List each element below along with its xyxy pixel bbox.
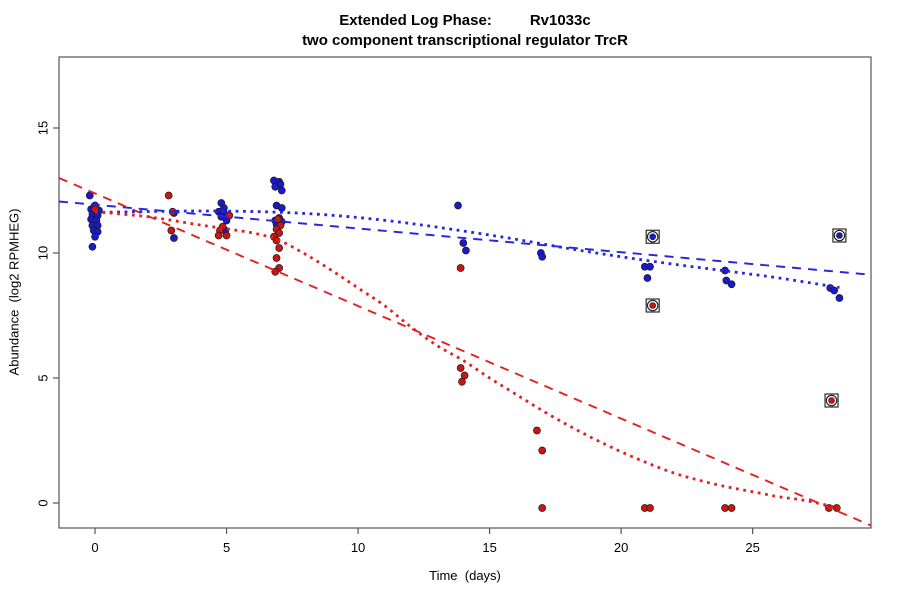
red-point [727,504,736,512]
outlier-circle-marker [825,394,838,407]
y-axis-label: Abundance (log2 RPMHEG) [6,208,22,376]
chart-title: Extended Log Phase: Rv1033c [59,12,871,29]
y-tick-label: 5 [36,374,51,381]
red-point [456,264,465,272]
blue-point [646,262,654,271]
red-loess-fit-curve [94,210,840,510]
blue-point [830,286,839,295]
blue-point [722,276,731,285]
chart-title-main: Extended Log Phase: [339,12,492,29]
blue-point [454,201,462,210]
outlier-circle-marker [646,231,659,243]
x-tick-label: 15 [482,540,496,555]
outlier-square-marker [645,229,660,244]
blue-point [727,280,736,289]
red-point [538,504,547,512]
x-tick-label: 5 [223,540,230,555]
outlier-square-marker [832,228,847,243]
blue-point [459,239,468,247]
chart-title-gene: Rv1033c [529,12,591,29]
x-tick-label: 20 [614,540,628,555]
outlier-circle-marker [646,299,659,312]
red-point [275,229,284,237]
outlier-center-dot [828,397,835,404]
blue-point [643,274,652,282]
red-linear-fit-line [58,177,872,527]
x-tick-label: 25 [745,540,759,555]
outlier-center-dot [836,232,843,239]
red-point [222,231,231,240]
y-tick-label: 0 [36,499,51,506]
x-tick-label: 0 [91,540,98,555]
red-point [164,191,173,200]
red-point [214,231,223,240]
blue-point [835,294,844,302]
red-point [271,267,280,276]
chart-title-block: Extended Log Phase: Rv1033c two component… [59,12,871,49]
blue-point [538,252,547,261]
blue-loess-fit-curve [95,209,840,289]
blue-point [462,246,470,255]
red-point [533,426,541,435]
red-point [458,377,466,386]
red-point [225,211,234,220]
outlier-circle-marker [833,229,846,242]
red-point [456,364,465,372]
blue-point [277,204,286,212]
outlier-square-marker [824,393,839,408]
red-point [721,504,729,512]
y-tick-label: 10 [36,246,51,260]
red-point [167,226,176,235]
outlier-square-marker [645,298,660,313]
blue-linear-fit-line [58,200,872,276]
blue-point [91,232,99,241]
red-point [275,244,284,252]
chart-subtitle: two component transcriptional regulator … [302,32,628,49]
red-point [538,446,547,455]
plot-box [58,56,872,529]
blue-point [271,182,280,191]
red-point [832,504,841,512]
y-tick-label: 15 [36,121,51,135]
outlier-center-dot [649,302,656,309]
blue-point [277,186,286,195]
blue-point [88,242,97,251]
x-tick-label: 10 [351,540,365,555]
red-point [646,504,654,512]
red-point [272,254,281,262]
x-axis-label: Time (days) [429,568,501,583]
outlier-center-dot [649,233,656,241]
blue-point [170,234,178,242]
